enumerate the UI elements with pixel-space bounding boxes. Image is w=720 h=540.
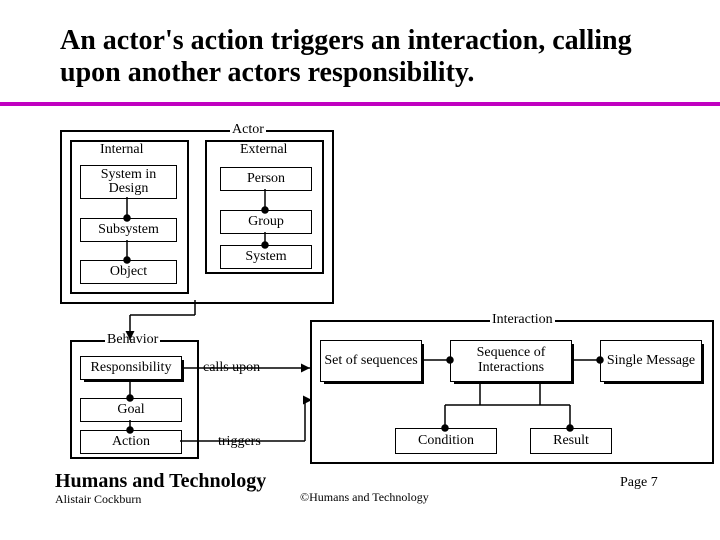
page-title: An actor's action triggers an interactio… <box>60 25 660 89</box>
person-box: Person <box>220 167 312 191</box>
internal-label: Internal <box>98 142 146 158</box>
goal-box: Goal <box>80 398 182 422</box>
footer-page: Page 7 <box>620 475 658 491</box>
behavior-header: Behavior <box>105 332 160 348</box>
sequence-of-interactions-box: Sequence of Interactions <box>450 340 570 380</box>
group-box: Group <box>220 210 312 234</box>
title-underline <box>0 102 720 106</box>
object-box: Object <box>80 260 177 284</box>
interaction-header: Interaction <box>490 312 555 328</box>
action-text: Action <box>112 434 150 450</box>
responsibility-text: Responsibility <box>91 360 172 376</box>
result-text: Result <box>553 433 589 449</box>
sequence-of-interactions-text: Sequence of Interactions <box>451 346 571 375</box>
subsystem-text: Subsystem <box>98 222 159 238</box>
external-label: External <box>238 142 289 158</box>
system-box: System <box>220 245 312 269</box>
action-box: Action <box>80 430 182 454</box>
condition-box: Condition <box>395 428 497 454</box>
single-message-text: Single Message <box>607 354 695 369</box>
single-message-box: Single Message <box>600 340 700 380</box>
goal-text: Goal <box>117 402 144 418</box>
responsibility-box: Responsibility <box>80 356 180 378</box>
footer-title: Humans and Technology <box>55 470 266 493</box>
subsystem-box: Subsystem <box>80 218 177 242</box>
condition-text: Condition <box>418 433 474 449</box>
footer-author: Alistair Cockburn <box>55 492 141 507</box>
actor-header: Actor <box>230 122 266 138</box>
result-box: Result <box>530 428 612 454</box>
system-in-design-text: System in Design <box>81 168 176 196</box>
person-text: Person <box>247 171 285 187</box>
set-of-sequences-box: Set of sequences <box>320 340 420 380</box>
triggers-label: triggers <box>218 434 261 450</box>
calls-upon-label: calls upon <box>203 360 260 376</box>
group-text: Group <box>248 214 284 230</box>
set-of-sequences-text: Set of sequences <box>324 354 417 369</box>
footer-copyright: ©Humans and Technology <box>300 490 429 505</box>
system-text: System <box>245 249 286 265</box>
object-text: Object <box>110 264 147 280</box>
system-in-design-box: System in Design <box>80 165 177 199</box>
